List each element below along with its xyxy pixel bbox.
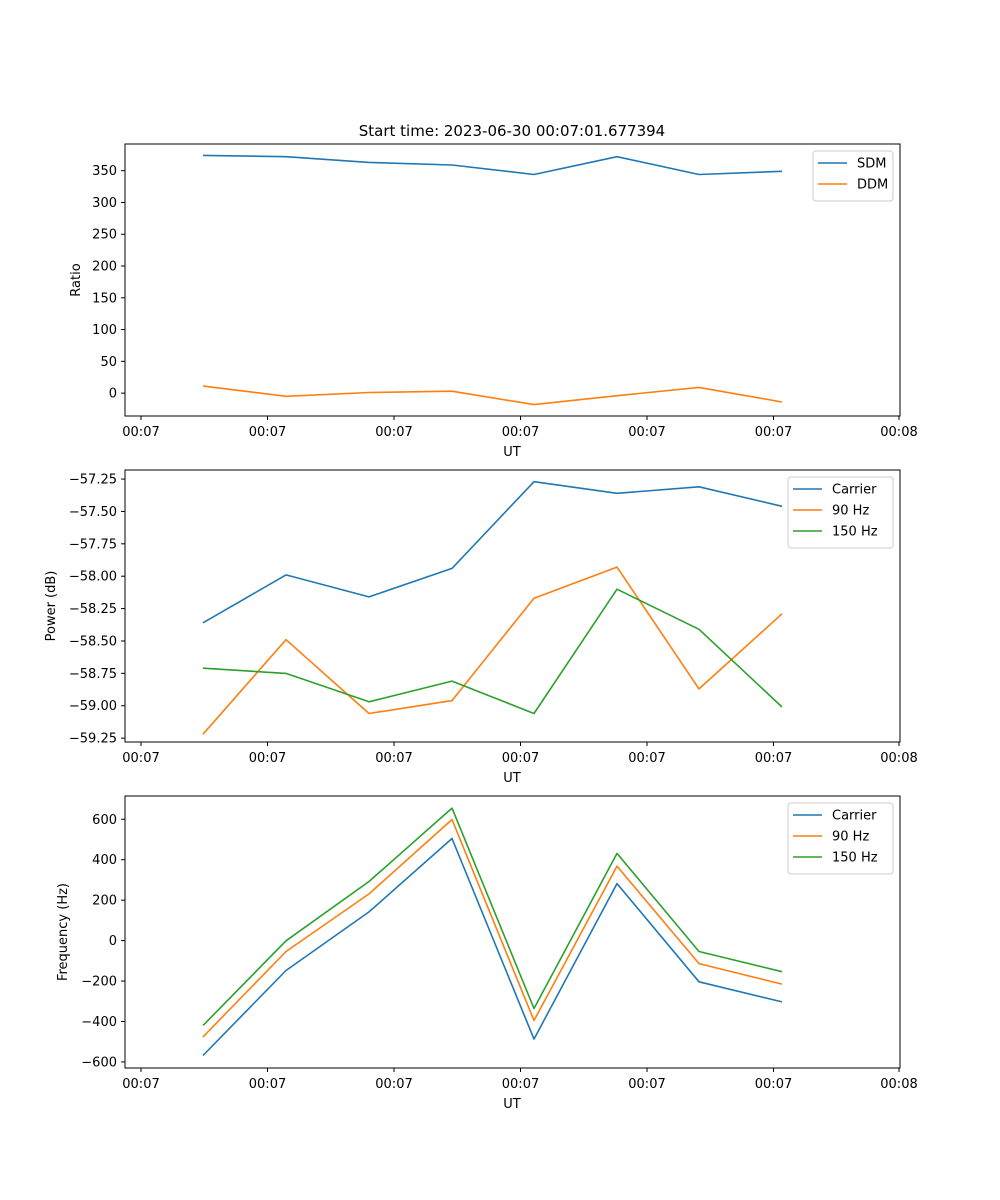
ratio-y-axis-label: Ratio — [69, 263, 84, 296]
ratio-legend-label-ddm: DDM — [857, 178, 888, 193]
power-x-tick-label: 00:07 — [502, 751, 539, 766]
power-series-90-hz-line — [202, 566, 783, 735]
ratio-series-sdm-line — [202, 154, 783, 176]
frequency-x-tick-label: 00:07 — [628, 1077, 665, 1092]
power-series-150-hz-line — [202, 588, 783, 715]
frequency-panel: 00:07 00:07 00:07 00:07 00:07 00:07 00:08 −600 −… — [56, 795, 918, 1112]
frequency-y-tick-label: 0 — [109, 934, 117, 949]
ratio-x-tick-label: 00:08 — [880, 425, 917, 440]
frequency-series-carrier-line — [202, 837, 783, 1057]
power-x-tick-label: 00:07 — [249, 751, 286, 766]
frequency-y-axis-label: Frequency (Hz) — [56, 883, 71, 981]
frequency-series-90-hz-line — [202, 818, 783, 1038]
power-legend-label-90-hz: 90 Hz — [832, 504, 869, 519]
frequency-y-tick-label: 400 — [92, 853, 117, 868]
ratio-y-tick-label: 300 — [92, 196, 117, 211]
power-x-tick-label: 00:08 — [880, 751, 917, 766]
frequency-y-tick-label: 600 — [92, 813, 117, 828]
ratio-legend-label-sdm: SDM — [857, 157, 886, 172]
power-legend-label-carrier: Carrier — [832, 483, 877, 498]
ratio-x-tick-label: 00:07 — [755, 425, 792, 440]
ratio-x-tick-label: 00:07 — [249, 425, 286, 440]
ratio-y-tick-label: 100 — [92, 323, 117, 338]
power-y-tick-label: −57.50 — [69, 505, 117, 520]
ratio-y-tick-label: 200 — [92, 260, 117, 275]
frequency-series-150-hz-line — [202, 807, 783, 1027]
ratio-y-tick-label: 0 — [109, 387, 117, 402]
frequency-y-tick-label: 200 — [92, 894, 117, 909]
figure-title: Start time: 2023-06-30 00:07:01.677394 — [359, 122, 665, 140]
ratio-y-tick-label: 50 — [100, 355, 117, 370]
frequency-x-tick-label: 00:07 — [249, 1077, 286, 1092]
ratio-x-axis-label: UT — [503, 445, 521, 460]
power-panel: 00:07 00:07 00:07 00:07 00:07 00:07 00:08 −59.2… — [44, 469, 918, 786]
frequency-x-axis-label: UT — [503, 1097, 521, 1112]
power-x-tick-label: 00:07 — [755, 751, 792, 766]
frequency-x-tick-label: 00:07 — [122, 1077, 159, 1092]
power-y-tick-label: −58.25 — [69, 602, 117, 617]
frequency-x-tick-label: 00:07 — [755, 1077, 792, 1092]
frequency-legend-label-carrier: Carrier — [832, 809, 877, 824]
power-x-tick-label: 00:07 — [628, 751, 665, 766]
frequency-y-tick-label: −600 — [81, 1055, 117, 1070]
frequency-y-tick-label: −200 — [81, 975, 117, 990]
power-legend: Carrier 90 Hz 150 Hz — [787, 476, 894, 549]
ratio-y-tick-label: 150 — [92, 291, 117, 306]
ratio-x-tick-label: 00:07 — [628, 425, 665, 440]
power-legend-label-150-hz: 150 Hz — [832, 525, 878, 540]
ratio-axes-frame — [124, 143, 901, 417]
power-y-tick-label: −59.25 — [69, 732, 117, 747]
frequency-y-tick-label: −400 — [81, 1015, 117, 1030]
ratio-y-tick-label: 250 — [92, 228, 117, 243]
ratio-x-tick-label: 00:07 — [122, 425, 159, 440]
frequency-legend-label-150-hz: 150 Hz — [832, 851, 878, 866]
power-series-carrier-line — [202, 480, 783, 624]
power-y-tick-label: −57.75 — [69, 537, 117, 552]
ratio-legend: SDM DDM — [812, 150, 894, 202]
frequency-axes-frame — [124, 795, 901, 1069]
ratio-x-tick-label: 00:07 — [502, 425, 539, 440]
power-y-tick-label: −59.00 — [69, 699, 117, 714]
power-x-tick-label: 00:07 — [375, 751, 412, 766]
power-y-tick-label: −57.25 — [69, 473, 117, 488]
frequency-x-tick-label: 00:08 — [880, 1077, 917, 1092]
power-x-axis-label: UT — [503, 771, 521, 786]
ratio-x-tick-label: 00:07 — [375, 425, 412, 440]
power-y-tick-label: −58.50 — [69, 634, 117, 649]
ratio-y-tick-label: 350 — [92, 164, 117, 179]
power-x-tick-label: 00:07 — [122, 751, 159, 766]
power-y-axis-label: Power (dB) — [44, 571, 59, 642]
frequency-legend: Carrier 90 Hz 150 Hz — [787, 802, 894, 875]
ratio-series-ddm-line — [202, 385, 783, 406]
frequency-x-tick-label: 00:07 — [502, 1077, 539, 1092]
power-y-tick-label: −58.00 — [69, 570, 117, 585]
ratio-panel: 00:07 00:07 00:07 00:07 00:07 00:07 00:08 0 50 10… — [69, 143, 918, 460]
frequency-x-tick-label: 00:07 — [375, 1077, 412, 1092]
power-axes-frame — [124, 469, 901, 743]
power-y-tick-label: −58.75 — [69, 667, 117, 682]
frequency-legend-label-90-hz: 90 Hz — [832, 830, 869, 845]
